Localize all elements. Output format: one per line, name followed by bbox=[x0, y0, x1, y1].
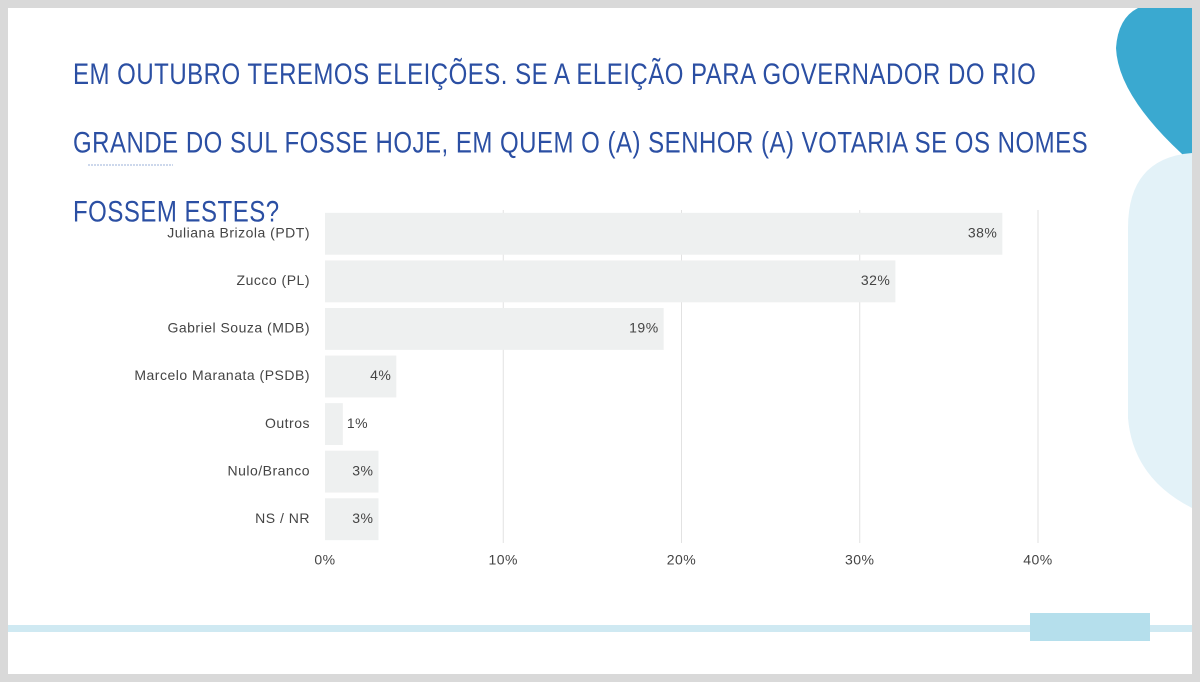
chart: 0% 10% 20% 30% 40% Juliana Brizola (PDT) 38% Zu… bbox=[134, 210, 1053, 568]
decor bbox=[8, 8, 1192, 641]
bar bbox=[325, 260, 896, 303]
bottom-band bbox=[8, 625, 1192, 632]
value-label: 38% bbox=[968, 224, 998, 240]
chart-title: EM OUTUBRO TEREMOS ELEIÇÕES. SE A ELEIÇÃ… bbox=[73, 57, 1089, 229]
slide: EM OUTUBRO TEREMOS ELEIÇÕES. SE A ELEIÇÃ… bbox=[8, 8, 1192, 674]
y-tick-label: Juliana Brizola (PDT) bbox=[167, 224, 310, 240]
bar bbox=[325, 498, 379, 541]
x-tick-label: 10% bbox=[488, 552, 518, 568]
value-label: 3% bbox=[352, 510, 373, 526]
x-tick-label: 20% bbox=[667, 552, 697, 568]
x-tick-label: 40% bbox=[1023, 552, 1053, 568]
y-tick-label: Gabriel Souza (MDB) bbox=[167, 320, 310, 336]
corner-shape bbox=[1116, 8, 1192, 163]
value-label: 1% bbox=[347, 415, 368, 431]
bottom-block bbox=[1030, 613, 1150, 641]
y-tick-label: Marcelo Maranata (PSDB) bbox=[134, 367, 310, 383]
y-tick-label: NS / NR bbox=[255, 510, 310, 526]
x-tick-label: 0% bbox=[314, 552, 335, 568]
value-label: 32% bbox=[861, 272, 891, 288]
bar bbox=[325, 355, 397, 398]
x-tick-label: 30% bbox=[845, 552, 875, 568]
value-label: 4% bbox=[370, 367, 391, 383]
value-label: 3% bbox=[352, 462, 373, 478]
y-tick-label: Outros bbox=[265, 415, 310, 431]
y-tick-label: Nulo/Branco bbox=[227, 462, 310, 478]
bar bbox=[325, 450, 379, 493]
y-tick-label: Zucco (PL) bbox=[237, 272, 310, 288]
value-label: 19% bbox=[629, 320, 659, 336]
bar bbox=[325, 307, 664, 350]
bar bbox=[325, 403, 343, 446]
bar bbox=[325, 212, 1003, 255]
side-shape bbox=[1128, 153, 1192, 508]
